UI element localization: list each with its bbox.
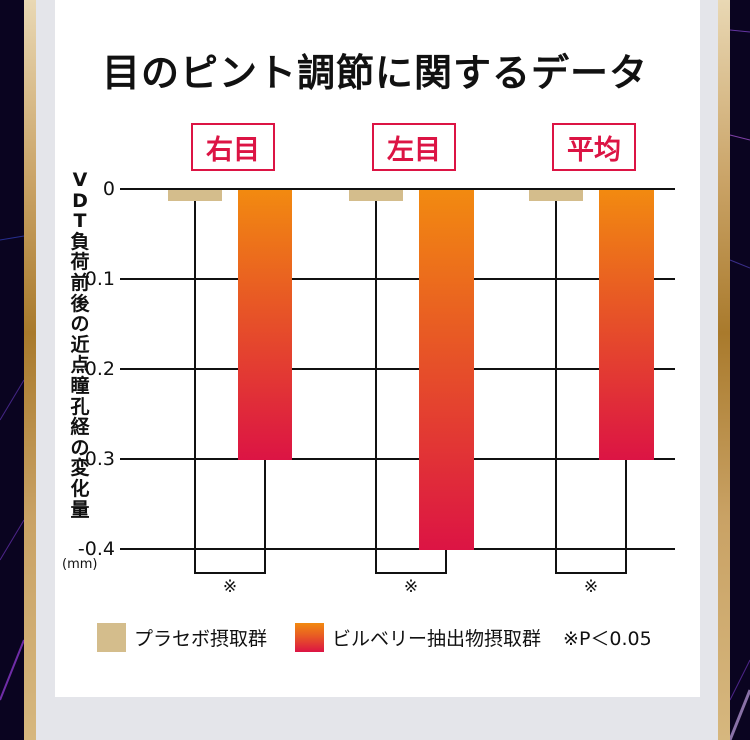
significance-note: ※P＜0.05 [563,628,652,650]
y-tick-label: -0.1 [77,268,115,290]
y-axis-label: V D T 負 荷 前 後 の 近 点 瞳 孔 経 の 変 化 量 [66,170,94,520]
bar-placebo-average [529,190,583,201]
group-label-average: 平均 [552,123,636,171]
legend-label-placebo: プラセボ摂取群 [134,628,268,650]
bar-bilberry-left-eye [419,190,474,550]
bar-bilberry-right-eye [238,190,292,460]
y-tick-label: -0.3 [77,448,115,470]
y-tick-label: -0.4 [77,538,115,560]
chart-legend: プラセボ摂取群 ビルベリー抽出物摂取群 ※P＜0.05 [97,623,652,652]
gridline-minus-0-2 [120,368,675,370]
y-axis-label-char: 点 [70,354,90,377]
y-axis-label-char: T [73,210,87,233]
y-axis-label-char: 後 [70,292,90,315]
significance-marker-right-eye: ※ [222,577,238,597]
legend-label-bilberry: ビルベリー抽出物摂取群 [332,628,542,650]
y-axis-label-char: 瞳 [70,374,90,397]
right-gold-border [718,0,730,740]
y-axis-label-char: の [70,436,90,459]
y-axis-label-char: V [72,169,88,191]
gridline-minus-0-4 [120,548,675,550]
legend-item-placebo: プラセボ摂取群 [97,623,267,652]
chart-title: 目のピント調節に関するデータ [101,51,648,95]
legend-item-bilberry: ビルベリー抽出物摂取群 [295,623,541,652]
group-label-right-eye: 右目 [191,123,275,171]
y-axis-label-char: D [72,189,88,212]
y-axis-label-char: 近 [70,333,90,356]
bar-placebo-right-eye [168,190,222,201]
left-gold-border [24,0,36,740]
bar-bilberry-average [599,190,654,460]
gridline-minus-0-3 [120,458,675,460]
y-axis-label-char: 前 [70,271,90,294]
y-axis-unit: (mm) [62,557,98,572]
y-axis-label-char: 経 [70,416,90,439]
y-axis-label-char: 変 [70,457,90,480]
legend-swatch-bilberry [295,623,325,652]
y-axis-label-char: 量 [70,498,90,521]
gridline-minus-0-1 [120,278,675,280]
group-label-left-eye: 左目 [372,123,456,171]
y-tick-label: 0 [102,178,115,200]
legend-note: ※P＜0.05 [563,624,652,651]
significance-marker-average: ※ [583,577,599,597]
gridline-0 [120,188,675,190]
y-tick-label: -0.2 [77,358,115,380]
bar-placebo-left-eye [349,190,403,201]
y-axis-label-char: 負 [70,230,90,253]
y-axis-label-char: 孔 [70,395,90,418]
y-axis-label-char: の [70,313,90,336]
y-axis-label-char: 荷 [70,251,90,274]
legend-swatch-placebo [97,623,126,652]
significance-marker-left-eye: ※ [403,577,419,597]
chart-panel [55,0,700,697]
y-axis-label-char: 化 [70,477,90,500]
